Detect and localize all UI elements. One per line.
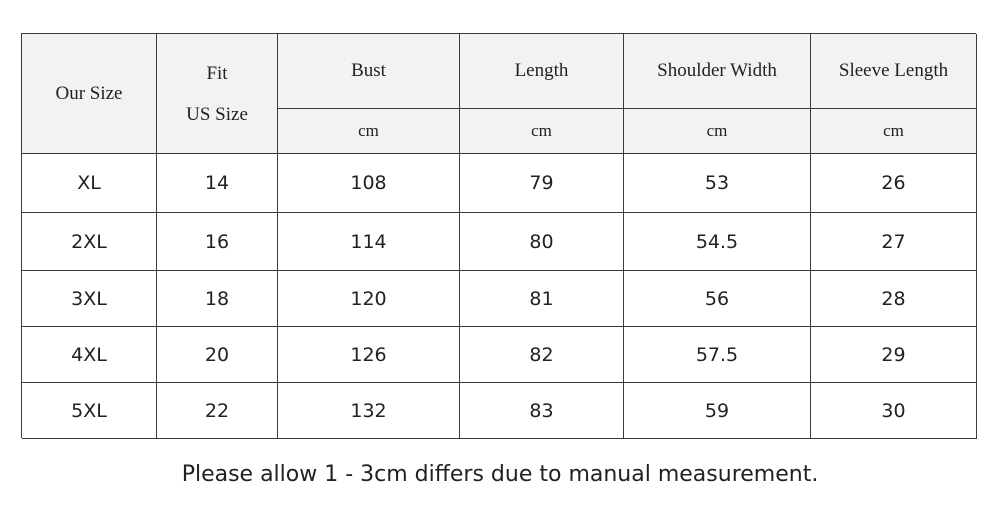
table-cell: 80 xyxy=(460,213,624,271)
table-cell: XL xyxy=(22,154,157,213)
header-cell: Our Size xyxy=(22,34,157,154)
table-cell: 16 xyxy=(157,213,278,271)
table-cell: 120 xyxy=(278,271,460,327)
table-cell: 22 xyxy=(157,383,278,439)
table-cell: 108 xyxy=(278,154,460,213)
table-cell: 3XL xyxy=(22,271,157,327)
header-line: US Size xyxy=(186,103,248,125)
table-cell: 20 xyxy=(157,327,278,383)
table-cell: 54.5 xyxy=(624,213,811,271)
table-cell: 26 xyxy=(811,154,977,213)
size-table: Our Size Fit US Size Bust cm Length cm Shoulder… xyxy=(21,33,977,439)
table-cell: 79 xyxy=(460,154,624,213)
table-cell: 59 xyxy=(624,383,811,439)
header-cell: Fit US Size xyxy=(157,34,278,154)
table-cell: 81 xyxy=(460,271,624,327)
unit-cell: cm xyxy=(278,109,460,154)
table-cell: 5XL xyxy=(22,383,157,439)
table-cell: 14 xyxy=(157,154,278,213)
unit-cell: cm xyxy=(811,109,977,154)
header-cell: Sleeve Length xyxy=(811,34,977,109)
table-cell: 27 xyxy=(811,213,977,271)
table-cell: 57.5 xyxy=(624,327,811,383)
header-cell: Shoulder Width xyxy=(624,34,811,109)
unit-cell: cm xyxy=(460,109,624,154)
table-cell: 56 xyxy=(624,271,811,327)
table-cell: 18 xyxy=(157,271,278,327)
table-cell: 132 xyxy=(278,383,460,439)
table-cell: 126 xyxy=(278,327,460,383)
unit-cell: cm xyxy=(624,109,811,154)
header-cell: Bust xyxy=(278,34,460,109)
table-cell: 29 xyxy=(811,327,977,383)
note: Please allow 1 - 3cm differs due to manu… xyxy=(181,462,819,487)
table-cell: 28 xyxy=(811,271,977,327)
header-line: Fit xyxy=(206,62,228,84)
table-cell: 114 xyxy=(278,213,460,271)
table-cell: 2XL xyxy=(22,213,157,271)
table-cell: 4XL xyxy=(22,327,157,383)
table-cell: 30 xyxy=(811,383,977,439)
header-cell: Length xyxy=(460,34,624,109)
table-cell: 53 xyxy=(624,154,811,213)
table-cell: 83 xyxy=(460,383,624,439)
table-cell: 82 xyxy=(460,327,624,383)
